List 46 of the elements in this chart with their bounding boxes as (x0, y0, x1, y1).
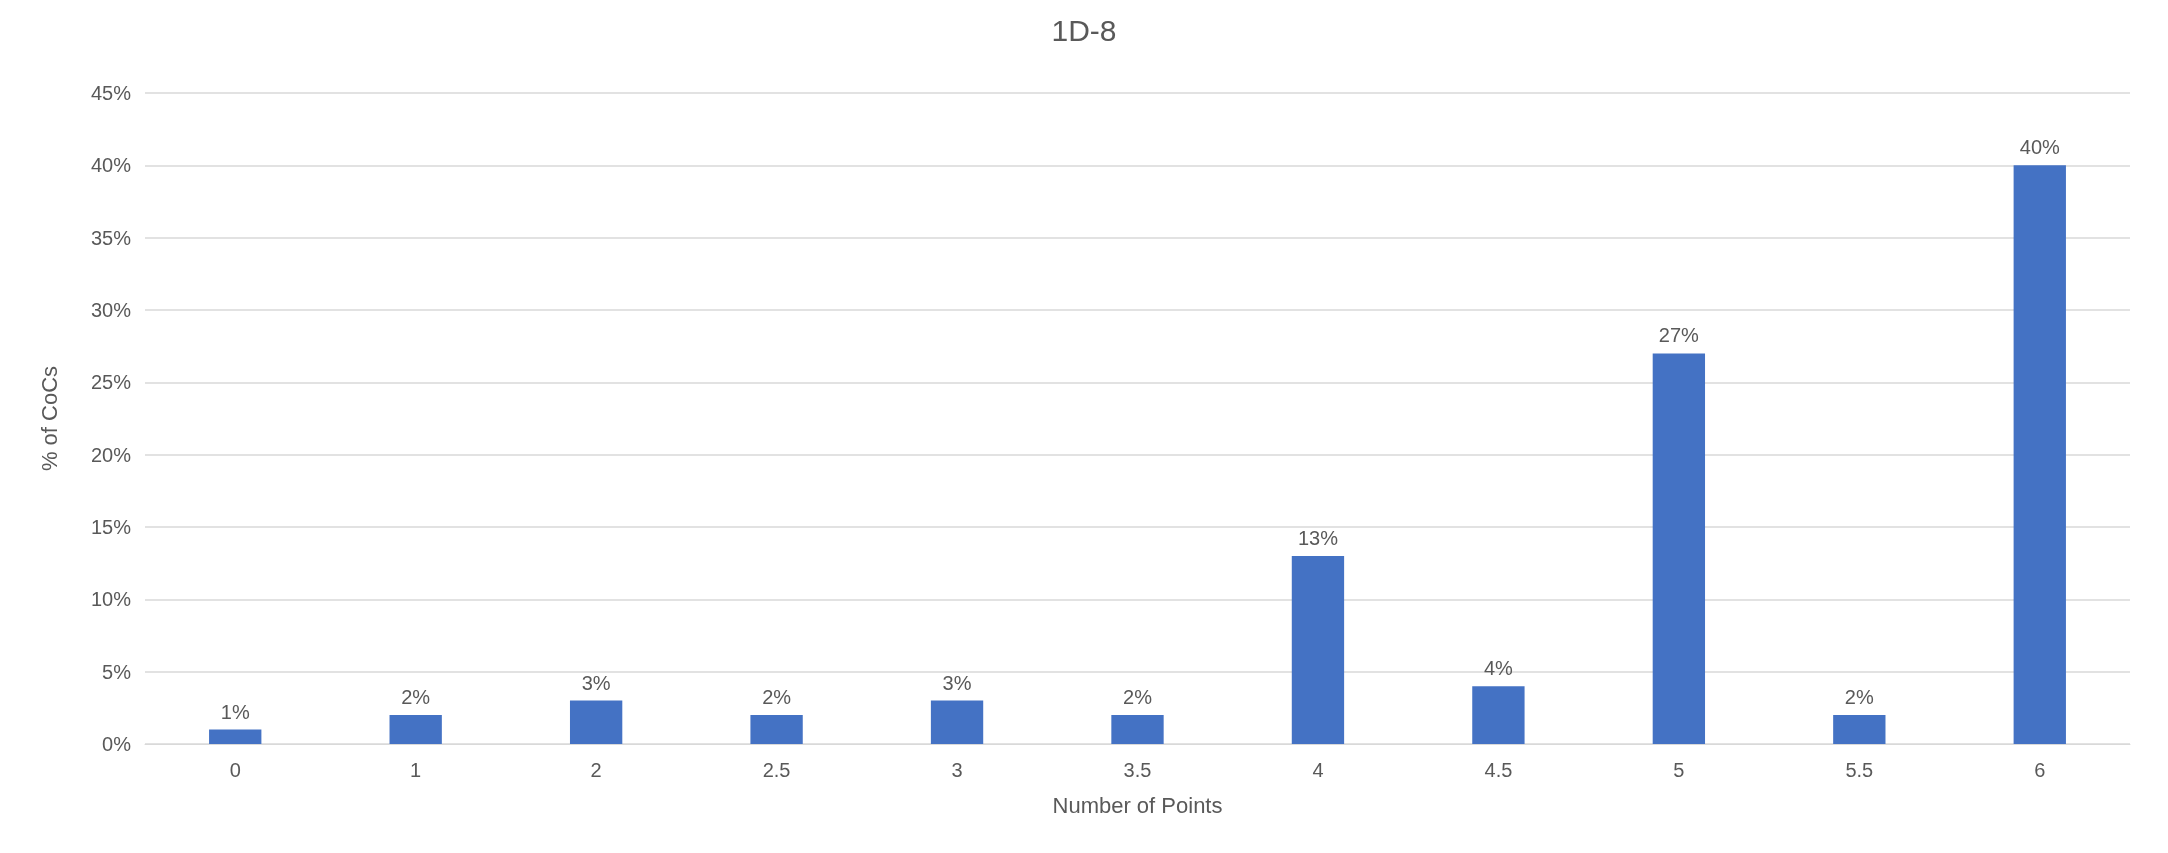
chart-title: 1D-8 (1051, 13, 1117, 47)
bar (569, 700, 623, 744)
bar (1291, 555, 1345, 744)
data-label: 4% (1483, 657, 1514, 680)
bar (2013, 165, 2066, 744)
y-tick-label: 45% (90, 82, 132, 104)
x-axis-title: Number of Points (1052, 792, 1223, 818)
y-tick-label: 35% (90, 226, 132, 249)
data-label: 2% (1123, 686, 1153, 709)
y-tick-label: 40% (90, 154, 132, 177)
bar (1652, 353, 1706, 744)
x-tick-label: 5.5 (1845, 759, 1874, 781)
x-tick-label: 3 (951, 759, 963, 781)
data-label: 40% (2019, 136, 2060, 159)
data-label: 27% (1658, 324, 1700, 347)
bar (209, 729, 262, 744)
y-tick-label: 20% (90, 443, 132, 466)
x-tick-label: 0 (229, 759, 241, 781)
bar (750, 715, 803, 744)
y-axis-title: % of CoCs (36, 365, 62, 472)
data-label: 3% (942, 671, 972, 694)
data-label: 2% (401, 686, 431, 709)
bar (1111, 715, 1164, 744)
bar (1833, 715, 1886, 744)
x-tick-label: 3.5 (1123, 759, 1152, 781)
x-tick-label: 4 (1312, 759, 1324, 781)
y-tick-label: 25% (90, 371, 132, 394)
data-label: 13% (1297, 526, 1339, 549)
y-tick-label: 5% (102, 660, 132, 683)
x-tick-label: 6 (2034, 759, 2046, 781)
bar (389, 715, 442, 744)
data-label: 3% (581, 671, 611, 694)
x-tick-label: 1 (410, 759, 422, 781)
data-label: 1% (220, 700, 250, 723)
x-tick-label: 2.5 (762, 759, 791, 781)
y-tick-label: 15% (90, 516, 132, 538)
data-label: 2% (762, 686, 792, 709)
x-tick-label: 2 (590, 759, 602, 781)
x-tick-label: 5 (1673, 759, 1685, 781)
x-tick-label: 4.5 (1484, 759, 1513, 781)
data-label: 2% (1844, 686, 1874, 709)
bar (930, 700, 984, 744)
y-tick-label: 10% (90, 588, 132, 611)
y-tick-label: 30% (90, 299, 132, 321)
bar (1472, 686, 1525, 744)
y-tick-label: 0% (102, 733, 132, 755)
